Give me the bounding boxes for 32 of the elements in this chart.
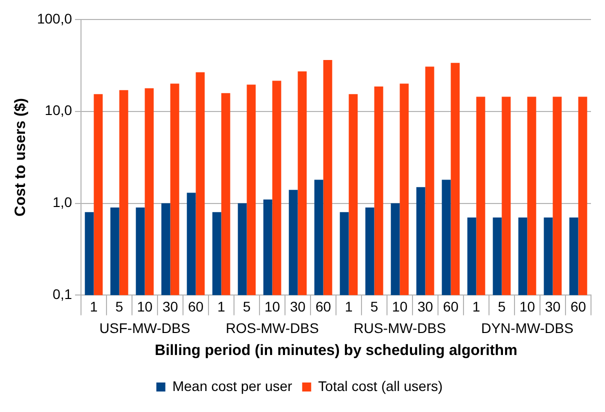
x-axis-title: Billing period (in minutes) by scheduling algorithm [154, 342, 518, 360]
y-tick-label: 10,0 [44, 102, 72, 118]
x-tick-label: 5 [115, 298, 124, 314]
text: USF-MW-DBS [99, 320, 190, 336]
y-tick-label: 0,1 [52, 286, 72, 302]
legend-label: Total cost (all users) [318, 378, 443, 394]
text: RUS-MW-DBS [354, 320, 446, 336]
y-axis-title: Cost to users ($) [12, 98, 30, 216]
y-tick-label: 100,0 [36, 10, 72, 26]
x-tick-label: 1 [344, 298, 353, 314]
x-tick-label: 10 [264, 298, 280, 314]
x-tick-label: 5 [242, 298, 251, 314]
x-tick-label: 1 [472, 298, 480, 314]
x-tick-label: 10 [392, 298, 408, 314]
text: ROS-MW-DBS [226, 320, 319, 336]
text: DYN-MW-DBS [481, 320, 574, 336]
y-tick-label: 1,0 [52, 194, 72, 210]
x-tick-label: 60 [315, 298, 332, 314]
x-tick-label: 30 [417, 298, 434, 314]
x-tick-label: 1 [217, 298, 226, 314]
x-tick-label: 1 [90, 298, 98, 314]
x-tick-label: 60 [570, 298, 586, 314]
x-tick-label: 30 [544, 298, 561, 314]
x-tick-label: 30 [162, 298, 178, 314]
x-tick-label: 10 [519, 298, 536, 314]
x-tick-label: 5 [370, 298, 378, 314]
x-tick-label: 60 [188, 298, 204, 314]
legend-label: Mean cost per user [172, 378, 293, 394]
x-tick-label: 60 [442, 298, 459, 314]
x-tick-label: 30 [290, 298, 306, 314]
x-tick-label: 5 [498, 298, 506, 314]
x-tick-label: 10 [136, 298, 153, 314]
